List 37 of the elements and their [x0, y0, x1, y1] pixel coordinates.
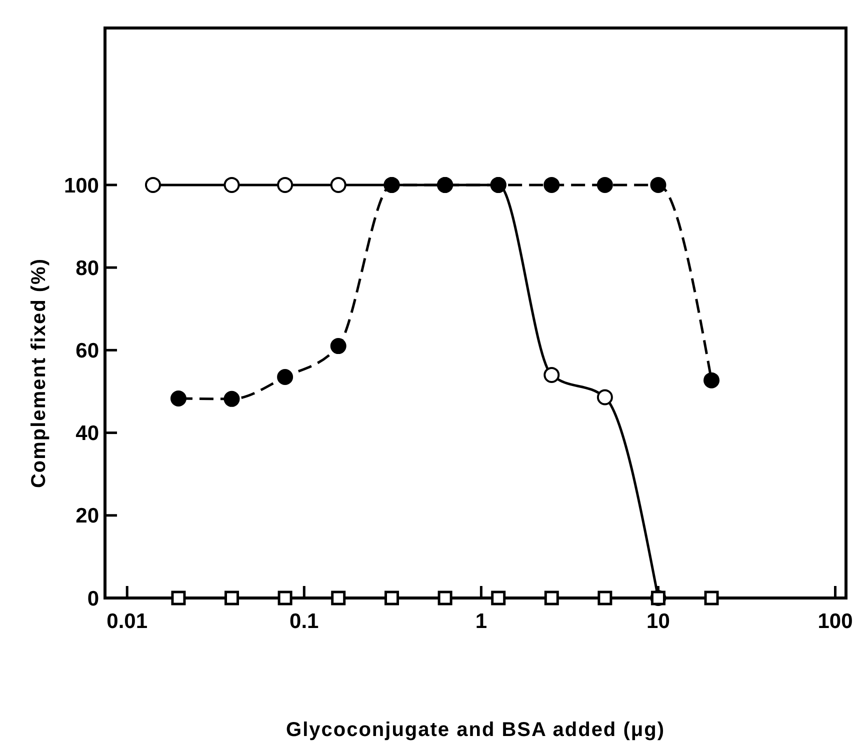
point — [596, 176, 613, 193]
point — [171, 590, 186, 606]
point — [544, 366, 560, 383]
x-tick-label: 1 — [475, 610, 488, 633]
x-tick-label: 0.1 — [290, 610, 320, 633]
point — [331, 590, 346, 606]
point — [224, 590, 240, 606]
x-tick-label: 10 — [646, 610, 670, 633]
point — [650, 590, 666, 606]
y-tick-label: 100 — [64, 174, 99, 198]
y-axis-title: Complement fixed (%) — [28, 258, 50, 488]
point — [598, 590, 612, 606]
y-tick-label: 20 — [76, 504, 99, 528]
point — [650, 176, 666, 193]
x-tick-label: 100 — [818, 610, 853, 633]
point — [438, 590, 452, 606]
point — [170, 390, 186, 406]
x-axis-title: Glycoconjugate and BSA added (μg) — [286, 719, 665, 741]
point — [544, 176, 560, 193]
point — [277, 176, 294, 193]
y-tick-label: 60 — [76, 340, 99, 363]
point — [278, 590, 292, 606]
point — [704, 590, 719, 606]
y-tick-label: 0 — [87, 587, 99, 610]
y-tick-label: 40 — [76, 422, 99, 446]
point — [544, 590, 559, 606]
point — [330, 176, 346, 193]
point — [596, 389, 613, 406]
point — [224, 390, 240, 407]
point — [491, 590, 506, 606]
point — [330, 338, 346, 354]
point — [224, 176, 240, 193]
y-tick-label: 80 — [76, 256, 99, 280]
x-tick-label: 0.01 — [106, 610, 148, 633]
point — [704, 372, 720, 388]
point — [384, 590, 400, 606]
point — [277, 369, 294, 386]
